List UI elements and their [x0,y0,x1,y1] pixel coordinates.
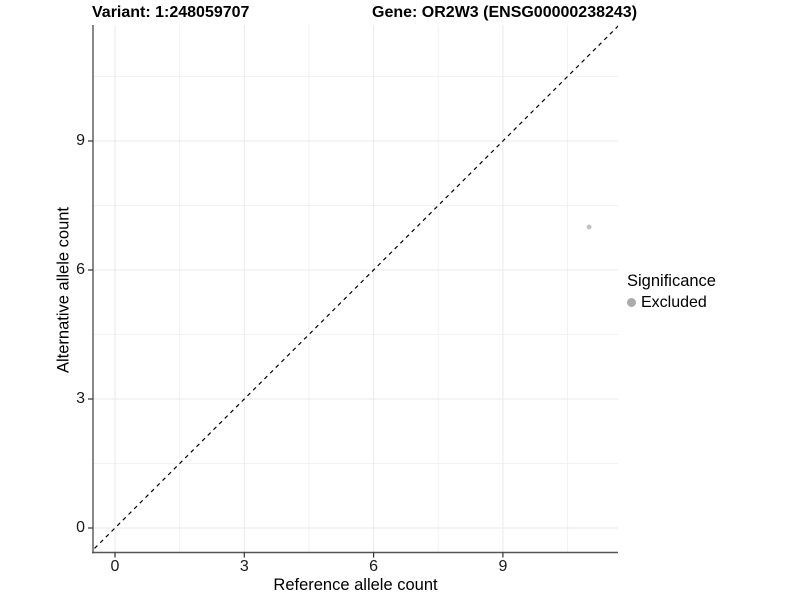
x-tick-label: 9 [498,558,508,575]
legend-entry-excluded: Excluded [627,293,716,312]
excluded-point-icon [627,298,636,307]
y-tick-label: 0 [76,519,85,536]
legend-title: Significance [627,272,716,290]
variant-title: Variant: 1:248059707 [92,4,250,21]
identity-dashed-line [93,25,618,551]
legend-entry-label: Excluded [641,294,707,311]
x-axis-label: Reference allele count [273,576,438,594]
y-tick-label: 3 [76,390,85,407]
y-tick-label: 9 [76,132,85,149]
gene-title: Gene: OR2W3 (ENSG00000238243) [372,4,638,21]
x-tick-label: 0 [110,558,120,575]
data-point [586,224,592,230]
x-tick-label: 6 [369,558,379,575]
x-tick-label: 3 [239,558,249,575]
legend: Significance Excluded [627,271,716,312]
y-axis-label: Alternative allele count [54,206,73,374]
y-tick-label: 6 [76,261,85,278]
